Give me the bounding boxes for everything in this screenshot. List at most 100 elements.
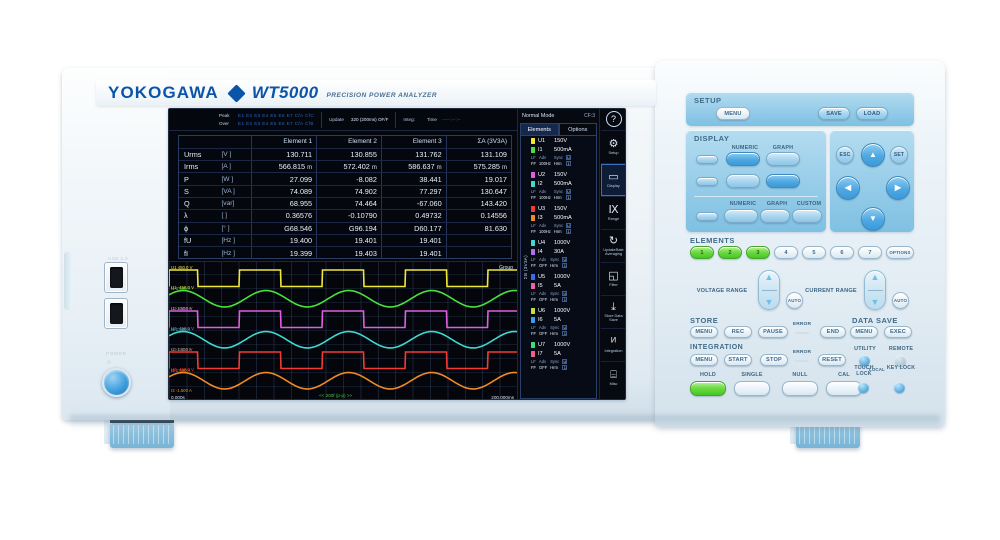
current-auto-button[interactable]: AUTO — [892, 292, 909, 309]
channel-color-swatch — [531, 248, 535, 255]
display-row1-toggle[interactable] — [696, 155, 718, 164]
integration-error-indicator — [795, 360, 809, 362]
null-button[interactable] — [782, 381, 818, 396]
channel-group[interactable]: U2 150V I2 500mA LF FF Adv 100Hz Sync Hrm U… — [529, 170, 596, 204]
cal-button[interactable] — [826, 381, 862, 396]
voltage-range-down-icon[interactable]: ▼ — [764, 297, 774, 307]
integration-menu-button[interactable]: MENU — [690, 354, 718, 366]
current-range-rocker[interactable]: ▲ ▼ — [864, 270, 886, 310]
nav-up-button[interactable]: ▲ — [861, 143, 885, 167]
element-button-4[interactable]: 4 — [774, 246, 798, 259]
set-button[interactable]: SET — [890, 146, 908, 164]
usb-port-bottom[interactable] — [104, 298, 128, 329]
channel-group[interactable]: U3 150V I3 500mA LF FF Adv 100Hz Sync Hrm U… — [529, 204, 596, 238]
tab-options[interactable]: Options — [558, 123, 597, 135]
channel-group[interactable]: U4 1000V I4 30A LF FF Adv OFF Sync Hrm U 1 — [529, 238, 596, 272]
panel-tabs[interactable]: Elements Options — [520, 123, 597, 135]
icon-menu-column[interactable]: ? ⚙ Setup ▭ Display Ⅸ Range ↻ UpdateRate Averagi… — [599, 109, 625, 399]
channel-voltage-row: U3 150V — [531, 205, 596, 214]
channel-color-swatch — [531, 350, 535, 357]
table-cell: 131.762 — [380, 148, 447, 162]
over-label: Over — [219, 120, 229, 126]
elements-side-panel: Normal Mode CF:3 Elements Options ΣB (3V3… — [517, 109, 599, 399]
channel-group[interactable]: U1 150V I1 500mA LF FF Adv 100Hz Sync Hrm U… — [529, 136, 596, 170]
icon-label: Display — [607, 183, 620, 188]
power-button[interactable] — [102, 368, 131, 397]
element-button-6[interactable]: 6 — [830, 246, 854, 259]
help-icon[interactable]: ? — [605, 111, 622, 127]
channel-name: I4 — [538, 248, 543, 255]
usb-port-top[interactable] — [104, 262, 128, 293]
store-menu-button[interactable]: MENU — [690, 326, 718, 338]
key-lock-led[interactable] — [894, 382, 905, 393]
display-numeric-1-button[interactable] — [726, 152, 760, 166]
integration-start-button[interactable]: START — [724, 354, 752, 366]
esc-button[interactable]: ESC — [836, 146, 854, 164]
channel-name: U5 — [538, 274, 546, 281]
setup-menu-button[interactable]: MENU — [716, 107, 750, 120]
element-button-5[interactable]: 5 — [802, 246, 826, 259]
icon-filter[interactable]: ◱ Filter — [600, 262, 625, 295]
channel-sync: Sync Hrm — [550, 257, 560, 268]
display-graph-2-button[interactable] — [766, 174, 800, 188]
table-col-header: Element 2 — [316, 136, 382, 149]
icon-misc[interactable]: ⌸ Misc — [600, 361, 625, 394]
display-row2-toggle[interactable] — [696, 177, 718, 186]
setup-save-button[interactable]: SAVE — [818, 107, 850, 120]
nav-left-button[interactable]: ◀ — [836, 176, 860, 200]
voltage-range-rocker[interactable]: ▲ ▼ — [758, 270, 780, 310]
display-header-numeric-1: NUMERIC — [731, 145, 759, 151]
elements-title: ELEMENTS — [690, 236, 735, 245]
data-save-menu-button[interactable]: MENU — [850, 326, 878, 338]
display-numeric-3-button[interactable] — [724, 209, 758, 223]
integration-reset-button[interactable]: RESET — [818, 354, 846, 366]
local-label: LOCAL — [868, 367, 886, 372]
display-numeric-2-button[interactable] — [726, 174, 760, 188]
nav-right-button[interactable]: ▶ — [886, 176, 910, 200]
display-row3-toggle[interactable] — [696, 212, 718, 221]
icon-store[interactable]: ⤓ Store Data Save — [600, 295, 625, 328]
waveform-area[interactable]: U1 450.0 V U1 -450.0 V I1 1.500 A I1 -1.500… — [169, 261, 517, 399]
integration-stop-button[interactable]: STOP — [760, 354, 788, 366]
element-button-2[interactable]: 2 — [718, 246, 742, 259]
table-cell: 74.464 — [316, 197, 382, 211]
display-graph-3-button[interactable] — [760, 209, 790, 223]
channel-lf-ff: LF FF — [531, 291, 537, 302]
store-pause-button[interactable]: PAUSE — [758, 326, 788, 338]
nav-down-button[interactable]: ▼ — [861, 207, 885, 231]
element-button-7[interactable]: 7 — [858, 246, 882, 259]
utility-led[interactable] — [859, 355, 870, 366]
setup-load-button[interactable]: LOAD — [856, 107, 888, 120]
lcd-screen[interactable]: Peak E1 E2 E3 E4 E5 E6 E7 CfA CfC Over E… — [168, 108, 626, 400]
store-end-button[interactable]: END — [820, 326, 846, 338]
channel-group[interactable]: U5 1000V I5 5A LF FF Adv OFF Sync Hrm U 1 — [529, 272, 596, 306]
store-rec-button[interactable]: REC — [724, 326, 752, 338]
channel-group[interactable]: U7 1000V I7 5A LF FF Adv OFF Sync Hrm U 1 — [529, 340, 596, 374]
data-save-exec-button[interactable]: EXEC — [884, 326, 912, 338]
channel-group[interactable]: U6 1000V I6 5A LF FF Adv OFF Sync Hrm U 1 — [529, 306, 596, 340]
current-range-down-icon[interactable]: ▼ — [870, 297, 880, 307]
remote-led[interactable] — [895, 355, 906, 366]
elements-options-button[interactable]: OPTIONS — [886, 246, 914, 259]
table-cell: 0.49732 — [380, 209, 447, 223]
current-range-up-icon[interactable]: ▲ — [870, 272, 880, 282]
icon-display[interactable]: ▭ Display — [600, 163, 625, 196]
voltage-auto-button[interactable]: AUTO — [786, 292, 803, 309]
table-cell: 77.297 — [380, 185, 447, 198]
element-button-3[interactable]: 3 — [746, 246, 770, 259]
display-graph-1-button[interactable] — [766, 152, 800, 166]
icon-integ[interactable]: ᴻ Integration — [600, 328, 625, 361]
touch-lock-led[interactable] — [858, 382, 869, 393]
icon-update[interactable]: ↻ UpdateRate Averaging — [600, 229, 625, 262]
icon-setup[interactable]: ⚙ Setup — [600, 130, 625, 163]
channel-list[interactable]: U1 150V I1 500mA LF FF Adv 100Hz Sync Hrm U… — [529, 136, 596, 398]
display-custom-button[interactable] — [792, 209, 822, 223]
icon-range[interactable]: Ⅸ Range — [600, 196, 625, 229]
element-button-1[interactable]: 1 — [690, 246, 714, 259]
single-button[interactable] — [734, 381, 770, 396]
hold-button[interactable] — [690, 381, 726, 396]
voltage-range-up-icon[interactable]: ▲ — [764, 272, 774, 282]
tab-elements[interactable]: Elements — [520, 123, 559, 135]
cf-indicator: CF:3 — [584, 113, 595, 119]
table-cell: 575.285 m — [445, 160, 511, 174]
